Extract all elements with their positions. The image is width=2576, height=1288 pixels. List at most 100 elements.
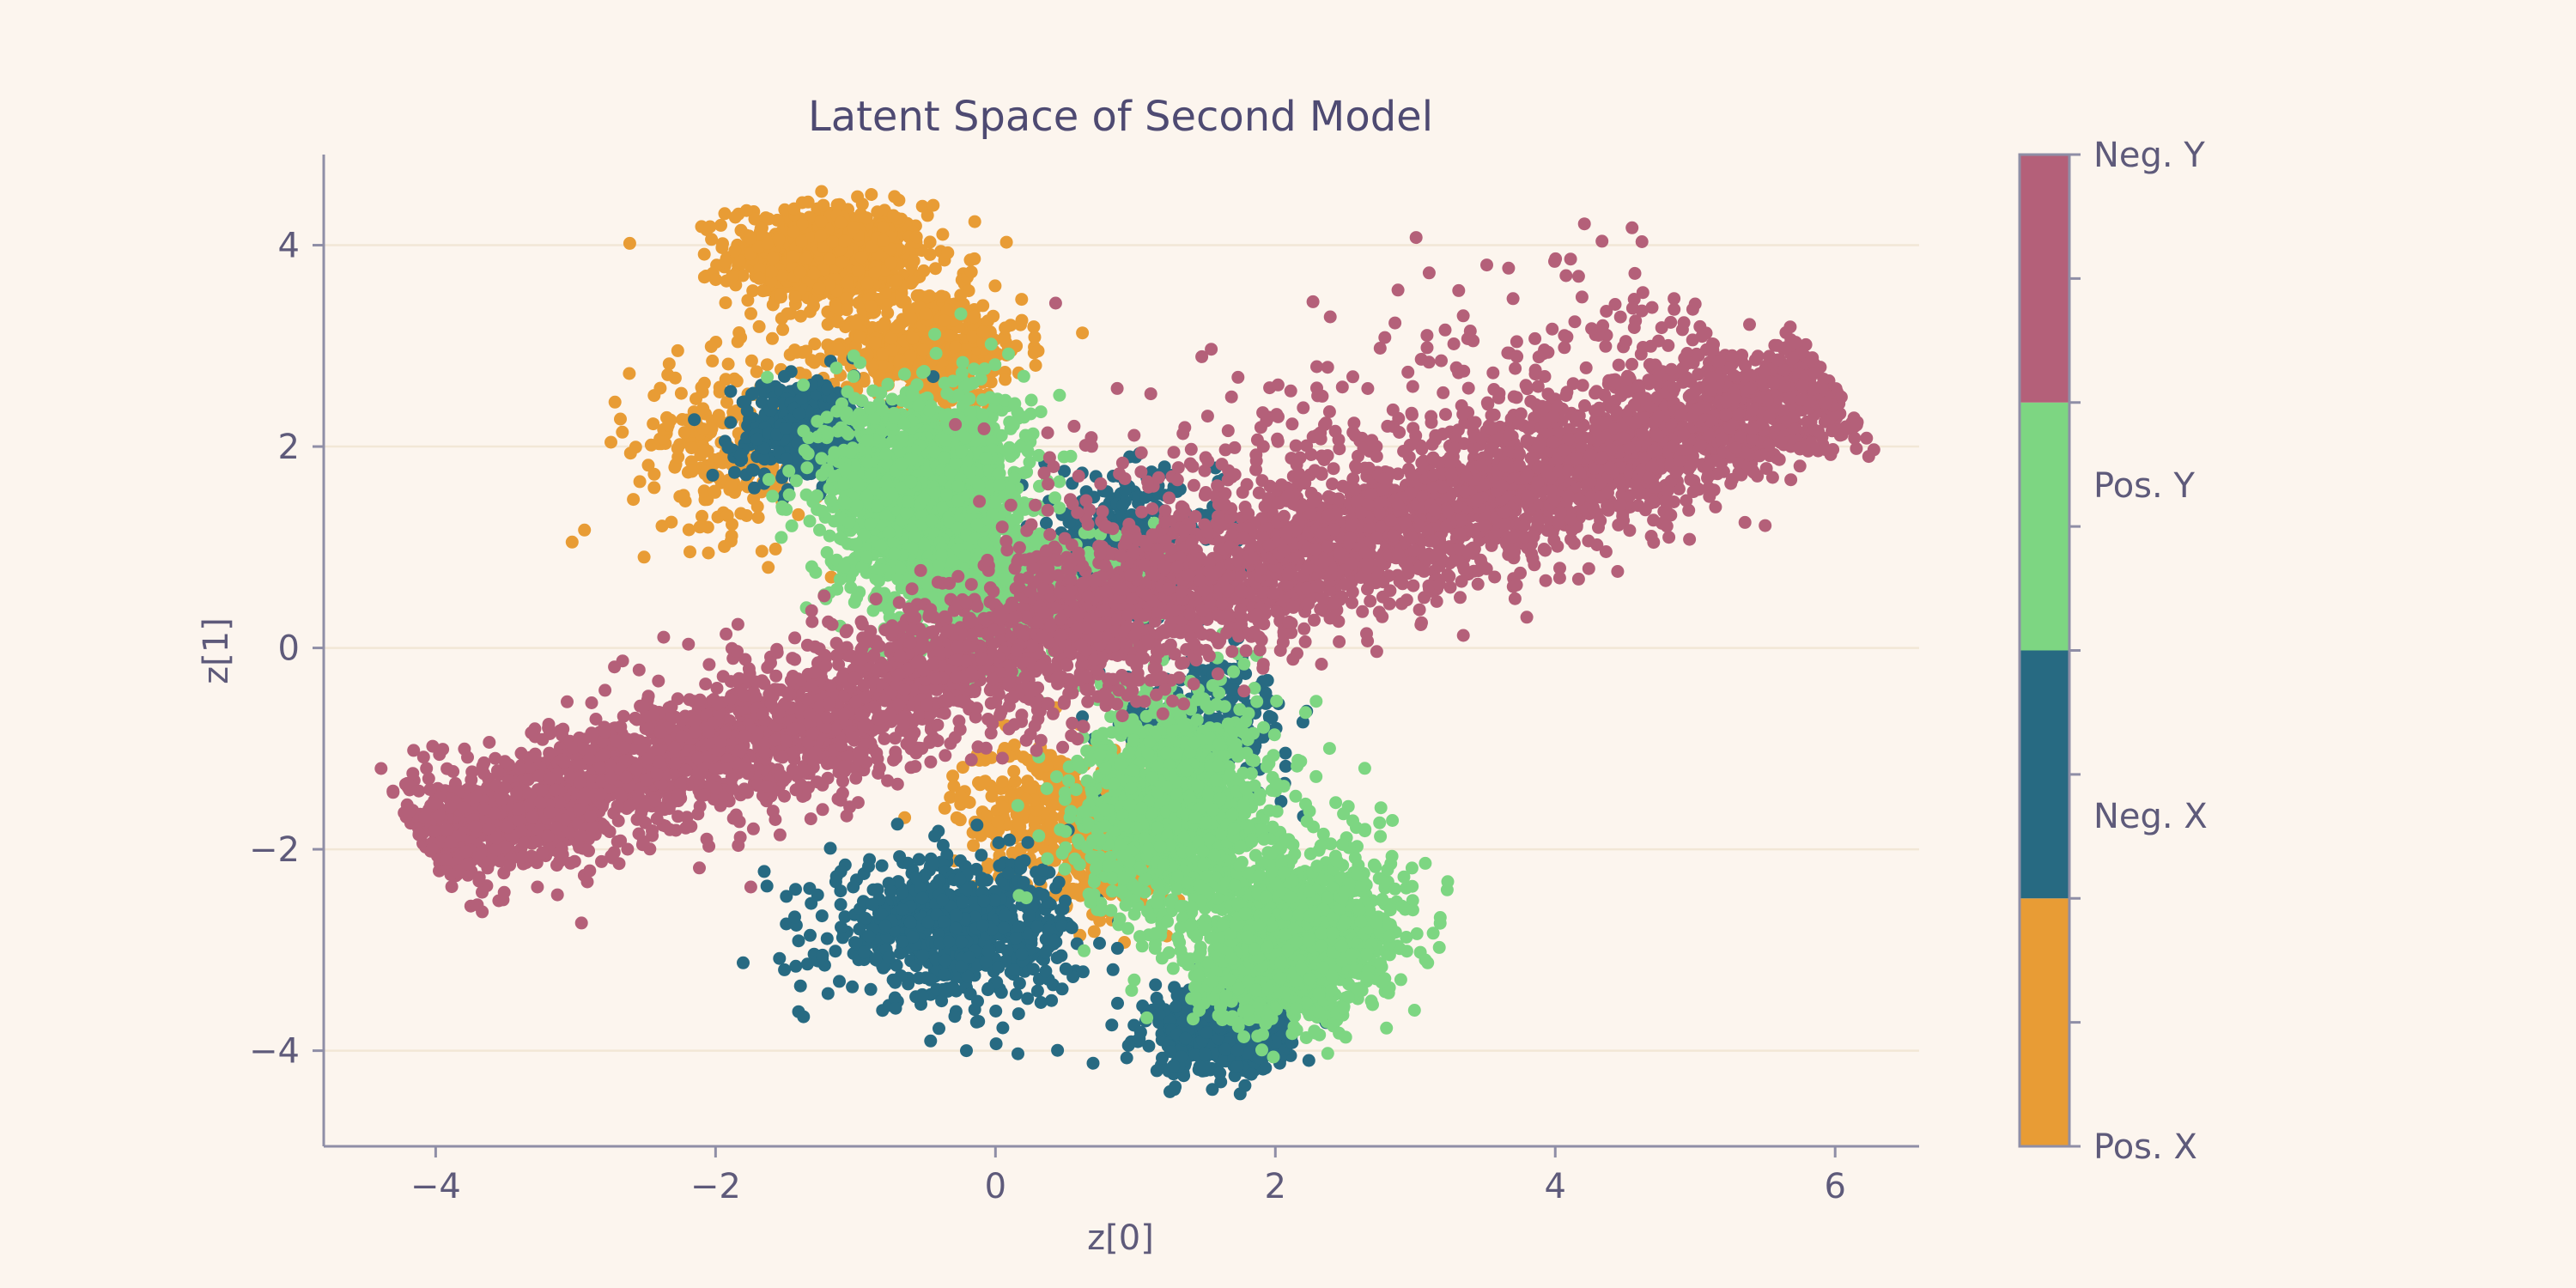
scatter-point <box>1012 1007 1025 1021</box>
scatter-point <box>775 269 789 282</box>
scatter-point <box>996 775 1009 789</box>
scatter-point <box>942 935 956 948</box>
scatter-point <box>762 212 775 226</box>
scatter-point <box>924 1034 938 1048</box>
scatter-point <box>829 945 842 958</box>
scatter-point <box>673 489 687 503</box>
scatter-point <box>774 288 787 301</box>
scatter-point <box>764 275 778 288</box>
scatter-point <box>847 880 860 894</box>
scatter-point <box>984 337 998 351</box>
scatter-point <box>737 956 750 969</box>
scatter-point <box>1014 855 1028 869</box>
scatter-point <box>1017 369 1030 383</box>
scatter-point <box>862 929 876 943</box>
scatter-point <box>616 425 629 439</box>
scatter-point <box>896 886 909 900</box>
scatter-point <box>627 493 641 507</box>
scatter-point <box>714 218 727 232</box>
scatter-point <box>1120 1051 1133 1065</box>
scatter-point <box>865 188 878 201</box>
scatter-point <box>684 441 698 455</box>
scatter-point <box>968 1003 981 1017</box>
scatter-point <box>793 265 807 279</box>
scatter-point <box>1002 866 1015 880</box>
scatter-point <box>1116 498 1129 512</box>
scatter-point <box>719 296 732 310</box>
scatter-point <box>865 240 878 253</box>
scatter-point <box>924 973 938 987</box>
scatter-point <box>745 463 759 477</box>
scatter-point <box>748 212 762 226</box>
scatter-point <box>934 289 948 303</box>
scatter-point <box>1076 326 1090 340</box>
scatter-point <box>877 234 890 247</box>
scatter-point <box>815 909 829 923</box>
scatter-point <box>894 946 907 960</box>
scatter-point <box>886 209 900 222</box>
scatter-point <box>904 312 918 325</box>
scatter-point <box>840 291 854 305</box>
scatter-point <box>814 229 828 243</box>
scatter-point <box>1045 993 1059 1007</box>
scatter-point <box>795 234 808 248</box>
scatter-point <box>999 373 1012 386</box>
scatter-point <box>890 320 903 334</box>
scatter-point <box>744 232 757 245</box>
scatter-point <box>803 514 817 528</box>
scatter-point <box>772 233 786 246</box>
scatter-point <box>823 278 836 292</box>
scatter-point <box>724 416 738 429</box>
scatter-point <box>812 282 826 295</box>
scatter-point <box>1039 964 1053 978</box>
scatter-point <box>814 215 828 228</box>
scatter-point <box>906 331 920 345</box>
scatter-point <box>903 349 917 362</box>
scatter-point <box>608 395 622 409</box>
scatter-point <box>1233 1087 1247 1101</box>
scatter-point <box>855 197 869 211</box>
scatter-point <box>1026 963 1040 976</box>
scatter-point <box>989 1005 1003 1018</box>
scatter-point <box>948 1010 962 1024</box>
scatter-point <box>789 959 803 973</box>
scatter-point <box>893 850 907 864</box>
scatter-point <box>890 274 903 287</box>
scatter-point <box>719 373 732 386</box>
scatter-point <box>917 264 931 277</box>
scatter-point <box>765 265 779 279</box>
scatter-point <box>1015 947 1029 961</box>
scatter-point <box>938 313 951 327</box>
scatter-point <box>996 1021 1010 1035</box>
scatter-point <box>1023 908 1036 922</box>
scatter-point <box>757 283 771 297</box>
scatter-point <box>834 897 848 911</box>
scatter-point <box>963 253 977 267</box>
scatter-point <box>780 453 793 466</box>
scatter-point <box>685 465 699 478</box>
scatter-point <box>1230 1043 1244 1057</box>
scatter-point <box>655 519 669 533</box>
scatter-point <box>937 969 951 982</box>
scatter-point <box>912 853 926 866</box>
scatter-point <box>728 210 742 224</box>
scatter-point <box>1149 978 1163 992</box>
scatter-point <box>860 211 873 225</box>
scatter-point <box>949 340 962 354</box>
scatter-point <box>846 980 860 993</box>
scatter-point <box>909 871 923 884</box>
scatter-point <box>565 535 579 549</box>
scatter-point <box>915 989 929 1003</box>
scatter-point <box>831 315 845 329</box>
scatter-point <box>978 775 992 788</box>
scatter-point <box>909 230 923 244</box>
scatter-point <box>832 343 846 356</box>
scatter-point <box>878 919 892 933</box>
scatter-point <box>897 368 911 381</box>
scatter-point <box>977 894 991 908</box>
scatter-point <box>1021 835 1035 849</box>
scatter-point <box>805 560 818 574</box>
scatter-point <box>1193 1060 1206 1073</box>
scatter-point <box>704 340 718 354</box>
scatter-point <box>775 312 788 325</box>
